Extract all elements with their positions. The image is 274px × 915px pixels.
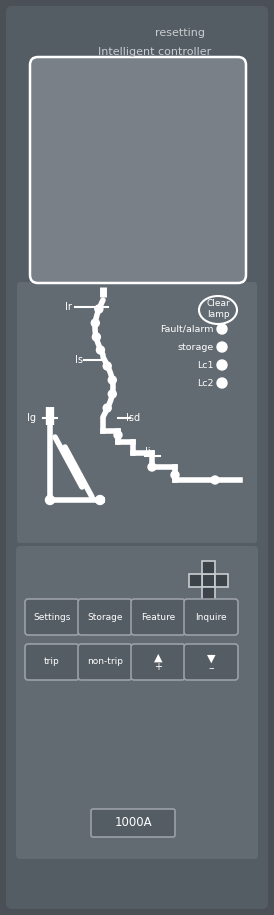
Text: resetting: resetting	[155, 28, 205, 38]
Text: Is: Is	[75, 355, 83, 365]
Circle shape	[114, 431, 122, 439]
FancyBboxPatch shape	[78, 644, 132, 680]
Text: Ir: Ir	[65, 302, 72, 312]
Text: Ig: Ig	[27, 413, 36, 423]
Text: storage: storage	[178, 342, 214, 351]
Circle shape	[148, 463, 156, 471]
FancyBboxPatch shape	[6, 6, 268, 909]
Text: Settings: Settings	[33, 612, 71, 621]
Text: Inquire: Inquire	[195, 612, 227, 621]
Circle shape	[108, 376, 116, 384]
Text: ▼: ▼	[207, 654, 215, 664]
Circle shape	[96, 496, 104, 504]
FancyBboxPatch shape	[17, 282, 257, 543]
Circle shape	[92, 333, 100, 341]
Circle shape	[217, 342, 227, 352]
FancyBboxPatch shape	[184, 599, 238, 635]
Circle shape	[103, 362, 111, 370]
Circle shape	[108, 390, 116, 398]
Bar	[201, 587, 215, 599]
Circle shape	[45, 496, 55, 504]
Text: Lc1: Lc1	[198, 361, 214, 370]
Text: Isd: Isd	[126, 413, 140, 423]
Text: Storage: Storage	[87, 612, 123, 621]
Text: non-trip: non-trip	[87, 658, 123, 666]
Text: Ii: Ii	[145, 447, 151, 457]
FancyBboxPatch shape	[16, 546, 258, 859]
Circle shape	[91, 319, 99, 327]
FancyBboxPatch shape	[30, 57, 246, 283]
Circle shape	[95, 305, 103, 313]
Bar	[201, 574, 215, 587]
Circle shape	[211, 476, 219, 484]
Text: Feature: Feature	[141, 612, 175, 621]
Text: Intelligent controller: Intelligent controller	[98, 47, 212, 57]
Circle shape	[217, 360, 227, 370]
Bar	[201, 561, 215, 574]
FancyBboxPatch shape	[25, 644, 79, 680]
Text: Lc2: Lc2	[198, 379, 214, 387]
Text: –: –	[208, 663, 214, 673]
FancyBboxPatch shape	[131, 599, 185, 635]
Text: 1000A: 1000A	[114, 816, 152, 830]
Circle shape	[217, 324, 227, 334]
Text: ▲: ▲	[154, 653, 162, 663]
Circle shape	[217, 378, 227, 388]
Circle shape	[103, 404, 111, 412]
Text: Clear
lamp: Clear lamp	[206, 299, 230, 319]
Circle shape	[96, 346, 104, 354]
FancyBboxPatch shape	[91, 809, 175, 837]
Bar	[189, 574, 201, 587]
Bar	[215, 574, 227, 587]
FancyBboxPatch shape	[131, 644, 185, 680]
Text: trip: trip	[44, 658, 60, 666]
Text: Fault/alarm: Fault/alarm	[161, 325, 214, 333]
Circle shape	[171, 471, 179, 479]
FancyBboxPatch shape	[25, 599, 79, 635]
Text: +: +	[154, 662, 162, 672]
FancyBboxPatch shape	[78, 599, 132, 635]
FancyBboxPatch shape	[184, 644, 238, 680]
